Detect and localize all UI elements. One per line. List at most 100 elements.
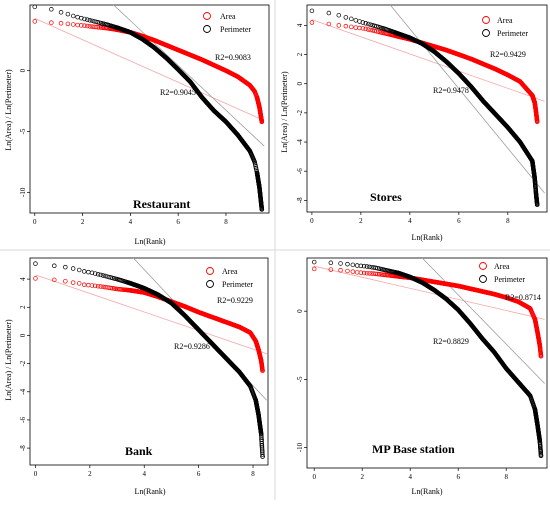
data-point [368, 22, 373, 27]
data-point-layer [309, 8, 540, 207]
legend-marker-perimeter [482, 29, 490, 37]
data-point [367, 264, 372, 270]
data-point-layer [32, 4, 265, 212]
r2-annotation-area: R2=0.9229 [217, 296, 253, 305]
r2-annotation-perimeter: R2=0.8829 [433, 337, 469, 346]
y-tick-label: 0 [19, 333, 27, 337]
y-axis-label: Ln(Area) / Ln(Perimeter) [280, 71, 289, 153]
data-point [363, 21, 368, 26]
data-point [65, 21, 71, 27]
data-point [336, 23, 342, 28]
data-point [95, 272, 101, 277]
data-point [82, 16, 87, 22]
data-point [311, 266, 317, 272]
legend-label-area: Area [222, 267, 238, 276]
plot-frame [29, 257, 269, 466]
data-point [108, 285, 114, 291]
legend: Area Perimeter [203, 12, 251, 34]
data-point [98, 284, 103, 289]
y-tick-label: -4 [296, 139, 304, 145]
data-point [368, 27, 373, 33]
data-point [376, 272, 382, 277]
x-tick-label: 8 [251, 470, 255, 478]
data-point [360, 20, 366, 25]
data-point [52, 277, 57, 283]
data-point [375, 271, 380, 277]
data-point [538, 453, 544, 458]
data-point [89, 283, 95, 288]
data-point [89, 18, 95, 24]
x-tick-label: 2 [360, 473, 364, 481]
data-point [92, 271, 98, 276]
data-point [534, 202, 540, 207]
r2-annotation-area: R2=0.9083 [215, 53, 251, 62]
data-point [354, 270, 360, 275]
fit-line-layer [314, 257, 545, 384]
legend-marker-area [479, 262, 487, 270]
data-point [349, 24, 354, 30]
data-point [82, 23, 87, 28]
r2-annotation-area: R2=0.8714 [505, 293, 541, 302]
y-tick-label: 4 [296, 23, 304, 27]
x-axis-label: Ln(Rank) [134, 237, 165, 246]
data-point [86, 269, 91, 275]
data-point [85, 23, 90, 29]
r2-annotation-perimeter: R2=0.9286 [174, 342, 210, 351]
regression-line [34, 18, 265, 121]
panel-mp-base-station: 0 2 4 6 8 -10 -5 0 MP Base station R2=0.8714 R2… [296, 257, 548, 496]
x-tick-label: 8 [506, 217, 510, 225]
data-point [65, 11, 71, 17]
data-point [70, 22, 76, 27]
plot-frame [306, 257, 548, 469]
data-point-layer [311, 259, 544, 458]
y-tick-label: 0 [296, 81, 304, 85]
y-tick-label: -6 [296, 168, 304, 174]
data-point [92, 283, 98, 289]
tick-layer: 0 2 4 6 8 -10 -5 0 [296, 309, 508, 481]
data-point [93, 24, 99, 30]
data-point [358, 263, 364, 269]
data-point [259, 207, 265, 212]
data-point [49, 20, 54, 25]
data-point [85, 17, 90, 22]
x-tick-label: 6 [176, 218, 180, 226]
y-tick-label: -4 [19, 388, 27, 394]
data-point [89, 270, 95, 276]
data-point [367, 271, 372, 276]
x-tick-label: 2 [88, 470, 92, 478]
data-point [58, 10, 64, 15]
data-point [361, 263, 367, 269]
data-point [350, 269, 356, 274]
data-point [364, 264, 370, 269]
data-point [338, 268, 343, 273]
plot-frame [306, 4, 548, 213]
y-tick-label: -8 [296, 197, 304, 203]
data-point [76, 267, 82, 273]
fit-line-layer [311, 4, 545, 194]
legend-marker-area [482, 16, 490, 24]
y-tick-label: 0 [296, 309, 304, 313]
data-point [70, 280, 76, 285]
legend: Area Perimeter [206, 267, 253, 289]
data-point [364, 270, 370, 276]
data-point [259, 119, 265, 125]
legend-label-area: Area [220, 12, 236, 21]
data-point [75, 14, 80, 20]
data-point [32, 4, 38, 10]
legend-marker-perimeter [203, 25, 211, 33]
regression-line [311, 19, 545, 102]
data-point [110, 286, 115, 291]
legend-label-perimeter: Perimeter [220, 25, 251, 34]
data-point [260, 452, 265, 457]
data-point [86, 282, 91, 288]
data-point [354, 263, 360, 268]
panel-title: Stores [370, 190, 402, 204]
data-point [100, 284, 106, 290]
data-point [311, 259, 317, 265]
data-point [58, 20, 64, 26]
r2-annotation-perimeter: R2=0.9478 [433, 86, 469, 95]
x-axis-label: Ln(Rank) [411, 233, 442, 242]
panel-bank: 0 2 4 6 8 -8 -6 -4 -2 0 2 4 Bank R2=0.9229 R2=0.928… [4, 257, 269, 496]
data-point [366, 21, 371, 27]
